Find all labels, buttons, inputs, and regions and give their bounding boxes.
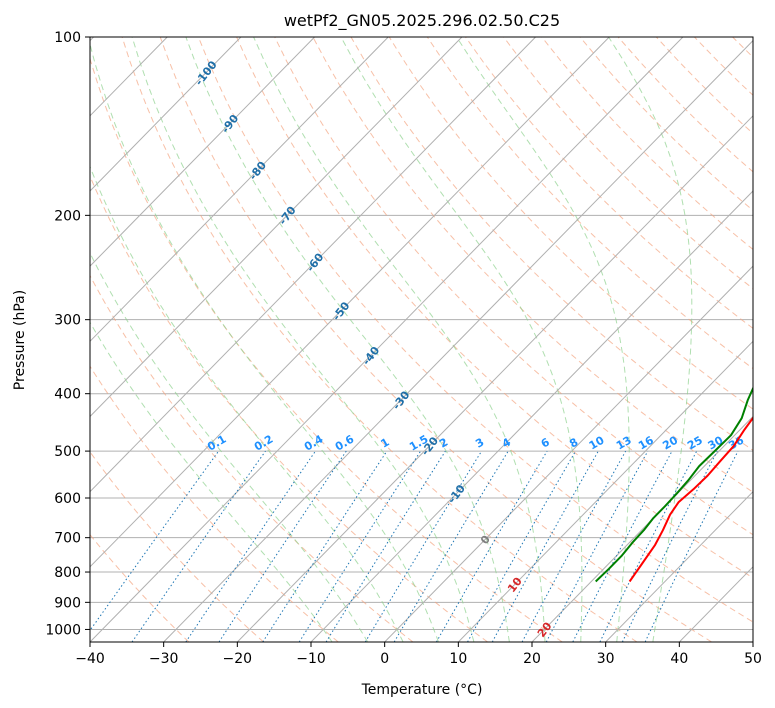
isotherm-line (90, 37, 684, 642)
isotherm-line (384, 265, 753, 642)
moist-adiabat-line (90, 42, 439, 642)
isotherm-line (90, 37, 242, 192)
isotherm-line (236, 115, 753, 642)
moist-adiabat-line (131, 37, 475, 642)
mixing-ratio-line (185, 450, 316, 642)
dry-adiabat-line (90, 175, 488, 642)
chart-title: wetPf2_GN05.2025.296.02.50.C25 (284, 11, 560, 31)
dry-adiabat-line (312, 37, 753, 493)
mixing-ratio-line (298, 450, 422, 642)
isotherm-line (605, 490, 753, 642)
mixing-ratio-line (90, 450, 220, 632)
mixing-ratio-line (262, 450, 388, 642)
y-tick-label: 300 (54, 313, 81, 329)
x-tick-label: 20 (523, 651, 541, 667)
mixing-ratio-line (218, 450, 347, 642)
moist-adiabat-line (90, 165, 404, 642)
mixing-ratio-line (491, 450, 599, 642)
mixing-ratio-line (545, 450, 649, 642)
plot-frame (89, 36, 754, 643)
moist-adiabat-line (90, 251, 369, 642)
mixing-ratio-line (131, 450, 266, 642)
dry-adiabat-line (197, 37, 753, 623)
mixing-ratio-lines (90, 450, 739, 642)
mixing-ratio-line (621, 450, 718, 642)
dry-adiabat-line (388, 37, 753, 410)
isotherm-line (310, 190, 753, 642)
x-tick-label: 10 (449, 651, 467, 667)
isotherms (90, 37, 753, 642)
y-axis-label: Pressure (hPa) (12, 290, 28, 390)
dry-adiabat-line (90, 451, 264, 642)
mixing-ratio-line (364, 450, 483, 642)
isotherm-line (90, 37, 463, 418)
moist-adiabat-line (608, 37, 693, 642)
x-tick-label: 40 (670, 651, 688, 667)
moist-adiabat-line (253, 37, 546, 642)
y-tick-label: 200 (54, 208, 81, 224)
dry-adiabat-line (121, 37, 638, 642)
moist-adiabat-line (185, 37, 510, 642)
y-tick-label: 1000 (45, 622, 81, 638)
dry-adiabat-line (350, 37, 753, 451)
y-axis-ticks: 100 200 300 400 500 600 700 800 900 1000 (45, 30, 90, 638)
isotherm-line (90, 37, 536, 493)
isotherm-line (457, 340, 753, 642)
isotherm-line (90, 37, 389, 343)
sounding-profiles (595, 386, 753, 583)
dry-adiabat-line (90, 365, 339, 642)
y-tick-label: 900 (54, 595, 81, 611)
dry-adiabat-line (426, 37, 753, 370)
moist-adiabat-line (456, 37, 630, 642)
y-tick-label: 400 (54, 387, 81, 403)
x-axis-ticks: −40 −30 −20 −10 0 10 20 30 40 50 (75, 642, 762, 667)
y-tick-label: 100 (54, 30, 81, 46)
y-tick-label: 800 (54, 565, 81, 581)
dry-adiabat-line (90, 56, 563, 642)
x-tick-label: 0 (380, 651, 389, 667)
isotherm-line (90, 37, 315, 267)
dry-adiabat-line (236, 37, 753, 579)
dewpoint-profile-line (595, 386, 753, 583)
x-tick-label: −20 (223, 651, 253, 667)
x-tick-label: 30 (597, 651, 615, 667)
temperature-profile-line (628, 416, 753, 583)
y-tick-label: 500 (54, 444, 81, 460)
y-tick-label: 700 (54, 531, 81, 547)
mixing-ratio-line (599, 450, 698, 642)
isotherm-line (163, 39, 753, 642)
dry-adiabat-line (159, 37, 712, 642)
mixing-ratio-line (467, 450, 577, 642)
x-tick-label: 50 (744, 651, 762, 667)
isotherm-line (531, 415, 753, 642)
x-tick-label: −10 (296, 651, 326, 667)
x-tick-label: −40 (75, 651, 105, 667)
x-tick-label: −30 (149, 651, 179, 667)
y-tick-label: 600 (54, 491, 81, 507)
isotherm-line (90, 37, 610, 568)
moist-adiabat-line (90, 321, 333, 642)
mixing-ratio-line (521, 450, 627, 642)
x-axis-label: Temperature (°C) (361, 682, 483, 698)
